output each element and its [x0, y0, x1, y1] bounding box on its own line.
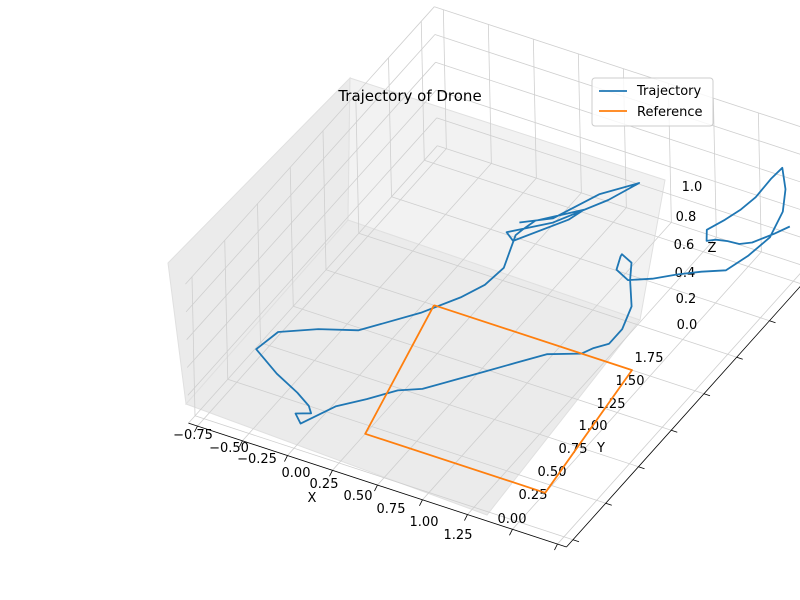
grid-line: [391, 196, 770, 322]
grid-line: [420, 21, 425, 161]
grid-line: [487, 24, 492, 164]
y-axis-line: [566, 286, 800, 548]
grid-line: [442, 9, 447, 149]
grid-line: [358, 232, 737, 358]
grid-line: [467, 236, 717, 515]
x-tick-mark: [284, 455, 288, 462]
z-tick-label: 0.6: [674, 238, 695, 253]
legend-label-reference: Reference: [637, 105, 702, 120]
y-tick-mark: [703, 393, 711, 397]
x-tick-label: 0.75: [377, 502, 406, 517]
x-tick-mark: [239, 440, 243, 447]
x-tick-mark: [464, 514, 468, 521]
gridlines: [185, 6, 800, 545]
x-tick-label: −0.75: [173, 428, 213, 443]
y-tick-label: 1.75: [635, 351, 664, 366]
y-tick-mark: [572, 539, 580, 543]
y-tick-label: 1.50: [616, 374, 645, 389]
x-tick-label: −0.50: [209, 441, 249, 456]
z-tick-label: 0.0: [677, 318, 698, 333]
y-tick-mark: [605, 502, 612, 506]
x-tick-label: 0.50: [344, 489, 373, 504]
x-tick-mark: [194, 425, 198, 433]
grid-line: [186, 62, 436, 340]
y-tick-label: 0.75: [559, 442, 588, 457]
x-tick-mark: [509, 529, 513, 536]
grid-line: [577, 53, 582, 193]
legend-label-trajectory: Trajectory: [636, 84, 701, 99]
grid-line: [712, 98, 717, 238]
x-tick-label: 0.00: [282, 466, 311, 481]
grid-line: [388, 57, 392, 197]
y-tick-label: 0.50: [538, 465, 567, 480]
grid-line: [436, 117, 800, 238]
grid-line: [187, 117, 438, 396]
y-tick-label: 0.25: [519, 488, 548, 503]
y-tick-mark: [736, 356, 743, 360]
z-tick-label: 1.0: [682, 180, 703, 195]
side-wall-pane: [347, 77, 666, 321]
y-axis-label: Y: [596, 441, 605, 456]
grid-line: [332, 192, 582, 471]
grid-line: [257, 203, 261, 343]
series-line-trajectory: [255, 166, 791, 425]
grid-line: [512, 251, 762, 530]
grid-line: [422, 222, 672, 501]
grid-line: [188, 145, 438, 424]
grid-line: [757, 112, 762, 252]
x-tick-mark: [419, 499, 423, 506]
grid-line: [197, 148, 447, 427]
x-axis-label: X: [308, 491, 317, 506]
grid-line: [434, 6, 800, 127]
grid-line: [532, 39, 537, 179]
y-tick-mark: [638, 466, 645, 470]
grid-line: [185, 6, 435, 285]
legend: Trajectory Reference: [591, 77, 714, 127]
grid-line: [185, 34, 436, 313]
z-tick-label: 0.8: [676, 210, 697, 225]
x-tick-labels: −0.75 −0.50 −0.25 0.00 0.25 0.50 0.75 1.…: [173, 428, 472, 543]
grid-line: [322, 130, 327, 270]
chart-title: Trajectory of Drone: [337, 87, 481, 105]
grid-line: [557, 273, 800, 545]
y-tick-label: 0.00: [498, 512, 527, 527]
series-layer: [255, 166, 791, 494]
z-tick-label: 0.2: [676, 292, 697, 307]
grid-line: [424, 159, 800, 284]
z-axis-label: Z: [708, 241, 717, 256]
x-tick-mark: [554, 543, 558, 551]
x-tick-label: 1.00: [410, 515, 439, 530]
grid-line: [377, 207, 627, 486]
grid-line: [227, 378, 606, 504]
x-tick-mark: [374, 484, 378, 492]
grid-line: [436, 89, 800, 210]
x-tick-mark: [329, 470, 333, 477]
grid-line: [289, 167, 294, 307]
y-tick-labels: 0.00 0.25 0.50 0.75 1.00 1.25 1.50 1.75: [498, 351, 664, 527]
x-tick-label: 1.25: [444, 528, 473, 543]
grid-line: [191, 276, 196, 416]
grid-line: [194, 415, 574, 541]
grid-line: [355, 94, 360, 234]
series-line-reference: [364, 304, 633, 494]
y-tick-mark: [671, 429, 678, 433]
x-tick-label: −0.25: [237, 452, 277, 467]
grid-line: [260, 342, 639, 468]
grid-line: [437, 145, 800, 265]
axes-panes: [167, 76, 666, 516]
tick-marks: [194, 320, 776, 551]
x-tick-label: 0.25: [310, 477, 339, 492]
y-tick-label: 1.25: [597, 397, 626, 412]
grid-line: [293, 305, 672, 431]
y-tick-mark: [769, 320, 776, 324]
grid-line: [224, 240, 229, 380]
grid-line: [242, 163, 492, 442]
grid-line: [186, 89, 437, 368]
legend-box: [591, 77, 714, 127]
